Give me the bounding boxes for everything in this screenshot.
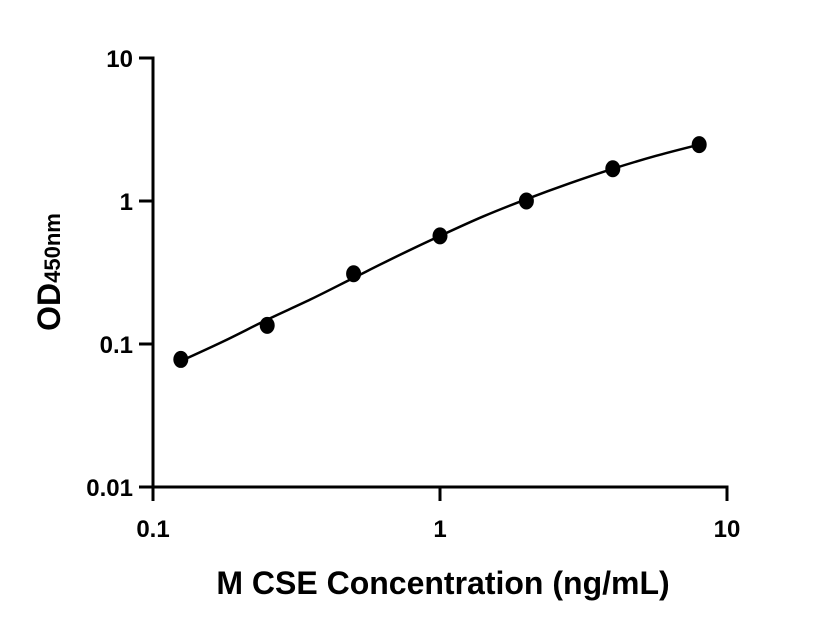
x-axis-title: M CSE Concentration (ng/mL) — [216, 565, 669, 601]
y-ticks: 0.01 0.1 1 10 — [86, 46, 153, 502]
data-points — [173, 136, 707, 368]
y-tick-label: 10 — [106, 46, 133, 73]
data-point — [346, 265, 362, 283]
fit-curve — [180, 143, 700, 363]
y-axis-title-main: OD — [31, 283, 67, 331]
data-point — [518, 192, 534, 210]
y-tick-label: 1 — [120, 189, 133, 216]
y-axis-title-subscript: 450nm — [40, 213, 65, 283]
fit-curve-group — [180, 143, 700, 363]
x-tick-label: 0.1 — [136, 516, 169, 543]
data-point — [605, 160, 621, 178]
y-tick-label: 0.01 — [86, 475, 133, 502]
y-tick-label: 0.1 — [100, 332, 133, 359]
axes — [151, 56, 729, 489]
x-tick-label: 1 — [433, 516, 446, 543]
data-point — [173, 350, 189, 368]
y-axis-title: OD450nm — [31, 213, 67, 331]
data-point — [259, 316, 275, 334]
x-tick-label: 10 — [714, 516, 741, 543]
data-point — [691, 136, 707, 154]
data-point — [432, 227, 448, 245]
x-ticks: 0.1 1 10 — [136, 487, 740, 543]
